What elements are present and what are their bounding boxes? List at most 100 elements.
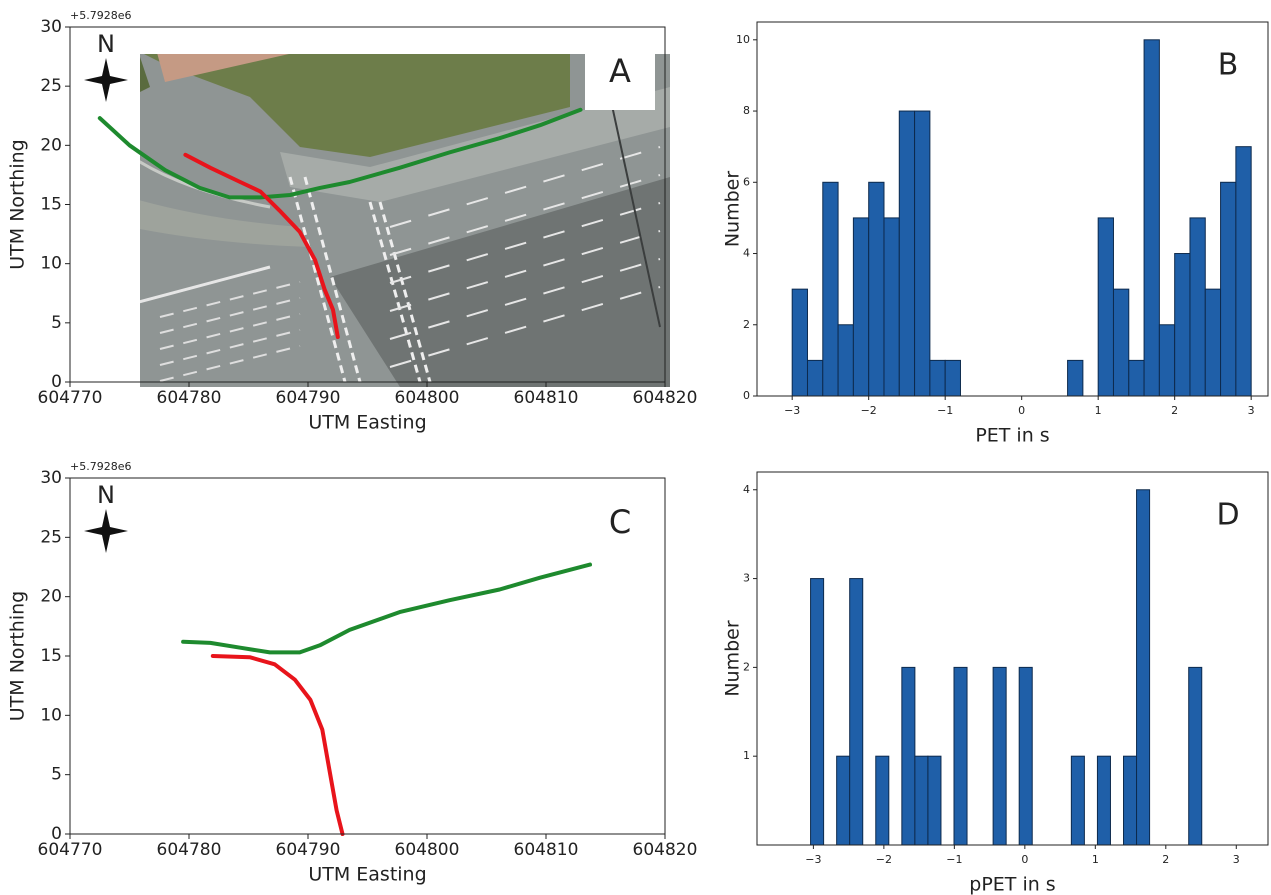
y-tick-label: 2 [743,318,750,331]
x-tick-label: 2 [1162,853,1169,866]
x-tick-label: 1 [1095,404,1102,417]
bar [901,666,916,846]
y-tick-label: 6 [743,175,750,188]
bar [791,288,808,397]
x-tick-label: −3 [784,404,800,417]
grass-area [144,54,570,157]
bar [822,181,839,397]
x-tick-label: −1 [946,853,962,866]
bar [1188,666,1203,846]
bar [898,110,916,397]
x-tick-label: 604810 [514,388,579,408]
bar [1220,181,1237,397]
x-tick-label: −2 [876,853,892,866]
bar [914,755,929,846]
road-dark [330,177,670,387]
offset-text: +5.7928e6 [70,460,131,473]
offset-text: +5.7928e6 [70,9,131,22]
y-tick-label: 30 [40,17,62,37]
x-tick-label: −1 [937,404,953,417]
x-tick-label: 604820 [633,388,698,408]
trajectory [97,107,583,200]
x-tick-label: 3 [1233,853,1240,866]
x-tick-label: 604800 [395,840,460,860]
crosswalk-line [368,201,422,383]
y-tick-label: 15 [40,646,62,666]
y-tick-label: 20 [40,587,62,607]
bar [1158,324,1176,397]
x-tick-label: 604820 [633,840,698,860]
y-axis-label: UTM Northing [7,139,29,269]
x-tick-label: −2 [861,404,877,417]
bar [992,666,1007,846]
bar [927,755,942,846]
lane-marking [389,202,661,284]
y-tick-label: 2 [743,660,750,673]
lane-marking [160,781,300,816]
y-axis-label: Number [722,171,744,248]
bar [953,666,968,846]
trajectory [181,562,592,655]
crosswalk-line [380,653,430,833]
crosswalk-line [370,653,420,833]
panel-label: D [1216,498,1239,533]
x-tick-label: 604770 [38,388,103,408]
lane-marking [389,230,661,312]
y-tick-label: 15 [40,195,62,215]
y-axis-label: Number [722,620,744,697]
y-tick-label: 10 [40,254,62,274]
crosswalk-line [378,201,432,383]
bar [852,217,870,397]
x-tick-label: 0 [1021,853,1028,866]
bar [1018,666,1033,846]
y-tick-label: 25 [40,76,62,96]
lane-marking [159,281,301,318]
lane-marking [390,626,660,706]
panel-label-box [585,32,655,110]
bar [1096,755,1111,846]
lane-marking [159,313,301,350]
x-tick-label: 604780 [157,840,222,860]
road-surface [70,478,670,838]
bar [1067,359,1084,397]
lane-marking [159,329,301,366]
x-tick-label: 3 [1248,404,1255,417]
lane-marking [389,286,661,368]
compass-star [84,509,128,553]
y-tick-label: 5 [51,313,62,333]
traffic-island [140,200,310,247]
x-axis-label: pPET in s [969,874,1055,895]
bar [1143,39,1160,397]
y-tick-label: 4 [743,247,750,260]
bar [875,755,890,846]
lane-marking [140,265,271,304]
compass-label: N [97,30,115,58]
lane-marking [389,258,661,340]
crosswalk-line [288,176,347,383]
curb-line [70,538,270,658]
lane-marking [389,174,661,256]
panel-label: C [609,503,631,541]
axes-frame [69,477,666,835]
y-axis-label: UTM Northing [7,591,29,721]
y-tick-label: 0 [51,824,62,844]
panel-label: A [609,52,631,90]
compass-label: N [97,481,115,509]
y-tick-label: 30 [40,468,62,488]
bar [929,359,946,397]
y-tick-label: 0 [51,372,62,392]
x-tick-label: 0 [1018,404,1025,417]
y-tick-label: 10 [736,33,750,46]
lane-marking [390,598,660,678]
crosswalk-line [303,176,362,383]
bar [868,181,885,397]
x-tick-label: 604770 [38,840,103,860]
aerial-image [140,54,670,387]
bar [1112,288,1130,397]
lane-marking [159,297,301,334]
x-tick-label: 604810 [514,840,579,860]
lane-marking [160,797,300,832]
bar [1235,146,1252,397]
y-tick-label: 25 [40,527,62,547]
bar [837,324,854,397]
